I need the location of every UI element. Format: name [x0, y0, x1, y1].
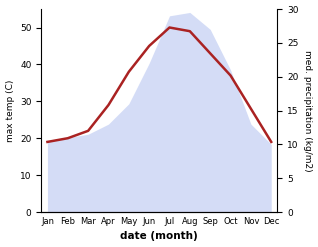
X-axis label: date (month): date (month): [121, 231, 198, 242]
Y-axis label: med. precipitation (kg/m2): med. precipitation (kg/m2): [303, 50, 313, 171]
Y-axis label: max temp (C): max temp (C): [5, 79, 15, 142]
